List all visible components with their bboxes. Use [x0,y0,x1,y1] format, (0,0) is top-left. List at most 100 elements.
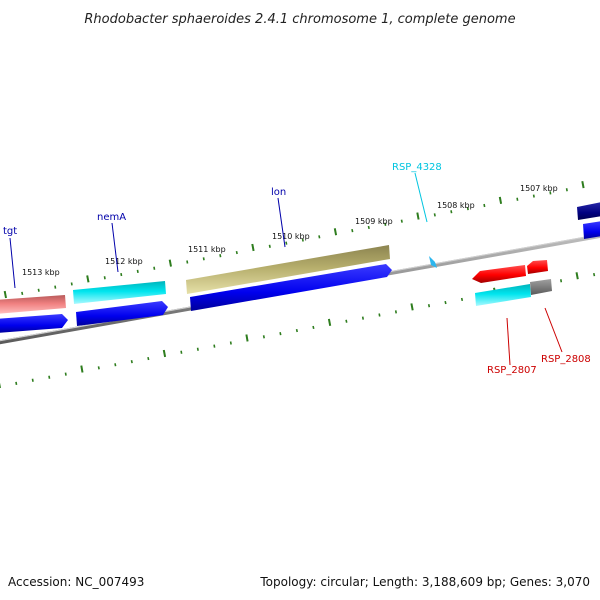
outer-major-tick [251,243,255,252]
outer-major-tick [416,212,420,220]
gene-label-rsp2807[interactable]: RSP_2807 [487,365,537,376]
map-title: Rhodobacter sphaeroides 2.4.1 chromosome… [84,12,515,27]
leader-lon [277,197,286,248]
outer-minor-tick [70,282,73,286]
cds-navy-shape[interactable] [583,221,600,239]
inner-minor-tick [180,350,183,354]
cds-rsp2807-shape[interactable] [475,284,531,306]
inner-major-tick [80,365,84,373]
inner-minor-tick [295,328,298,333]
leader-nemA [111,222,119,273]
kbp-label-1507: 1507 kbp [520,184,558,193]
kbp-labels: 1513 kbp 1512 kbp 1511 kbp 1510 kbp 1509… [22,184,558,277]
gene-nemA-shape[interactable] [73,281,166,304]
outer-minor-tick [565,188,568,192]
outer-minor-tick [103,276,106,280]
inner-minor-tick [48,375,51,379]
inner-minor-tick [394,310,397,314]
outer-minor-tick [235,250,238,255]
inner-major-tick [575,272,579,280]
gene-label-rsp4328[interactable]: RSP_4328 [392,162,442,173]
top-feature-row [0,202,600,314]
gene-navy-shape[interactable] [577,202,600,220]
outer-minor-tick [367,225,370,230]
inner-major-tick [410,303,414,311]
kbp-label-1511: 1511 kbp [188,245,226,254]
gene-label-lon[interactable]: lon [271,187,286,198]
kbp-label-1510: 1510 kbp [272,232,310,241]
leader-rsp2807 [506,317,511,366]
inner-minor-tick [114,363,117,367]
cds-rsp2808-shape[interactable] [530,279,552,295]
inner-minor-tick [378,313,381,317]
outer-minor-tick [384,222,387,226]
leader-rsp4328 [414,172,428,223]
outer-minor-tick [549,191,552,195]
outer-minor-tick [37,288,40,292]
inner-minor-tick [196,347,199,351]
leader-tgt [9,237,16,289]
cds-tgt-shape[interactable] [0,314,68,333]
outer-minor-tick [318,235,321,239]
gene-labels: tgt nemA lon RSP_4328 RSP_2807 RSP_2808 [3,162,591,376]
inner-minor-tick [427,304,431,308]
outer-minor-tick [516,197,519,201]
inner-minor-tick [262,335,265,339]
inner-major-tick [245,334,249,342]
outer-minor-tick [400,219,403,223]
cds-nemA-shape[interactable] [76,301,168,326]
leader-rsp2808 [544,307,563,353]
outer-major-tick [333,228,338,236]
bottom-feature-row [0,221,600,333]
outer-major-tick [3,290,7,299]
inner-major-tick [327,318,332,326]
kbp-label-1509: 1509 kbp [355,217,393,226]
outer-minor-tick [186,260,189,264]
outer-major-tick [581,181,585,189]
outer-minor-tick [21,291,24,296]
cds-lon-shape[interactable] [190,264,392,311]
inner-minor-tick [312,325,315,330]
kbp-label-1512: 1512 kbp [105,257,143,266]
outer-minor-tick [351,228,354,233]
gene-lon-shape[interactable] [186,245,390,294]
gene-label-rsp2808[interactable]: RSP_2808 [541,354,591,365]
outer-minor-tick [532,194,535,198]
inner-minor-tick [279,332,282,336]
outer-minor-tick [450,210,453,214]
inner-minor-tick [361,316,364,320]
inner-minor-tick [345,319,348,323]
inner-minor-tick [213,344,216,348]
gene-rsp4328-shape[interactable] [429,256,437,268]
inner-minor-tick [15,381,18,386]
inner-minor-tick [444,300,447,305]
inner-minor-tick [460,297,464,302]
inner-minor-tick [97,366,100,370]
gene-rsp2808-shape[interactable] [527,260,548,274]
topology-summary-text: Topology: circular; Length: 3,188,609 bp… [259,575,590,589]
outer-minor-tick [120,272,123,277]
inner-minor-tick [560,279,563,283]
outer-minor-tick [301,238,304,242]
gene-label-nemA[interactable]: nemA [97,212,126,223]
inner-minor-tick [64,372,67,376]
label-leaders [9,172,563,366]
gene-tgt-shape[interactable] [0,295,66,314]
outer-tick-row [3,181,585,299]
outer-minor-tick [483,203,486,208]
inner-minor-tick [147,356,150,361]
gene-label-tgt[interactable]: tgt [3,226,17,237]
outer-minor-tick [202,257,205,261]
outer-minor-tick [285,241,288,245]
outer-minor-tick [219,254,222,258]
inner-minor-tick [593,272,596,277]
inner-major-tick [162,349,167,358]
inner-minor-tick [130,360,133,364]
outer-minor-tick [136,269,139,274]
outer-minor-tick [153,266,156,270]
inner-minor-tick [31,378,34,382]
gene-rsp2807-shape[interactable] [472,265,526,283]
outer-major-tick [86,275,90,283]
accession-text: Accession: NC_007493 [8,575,144,589]
